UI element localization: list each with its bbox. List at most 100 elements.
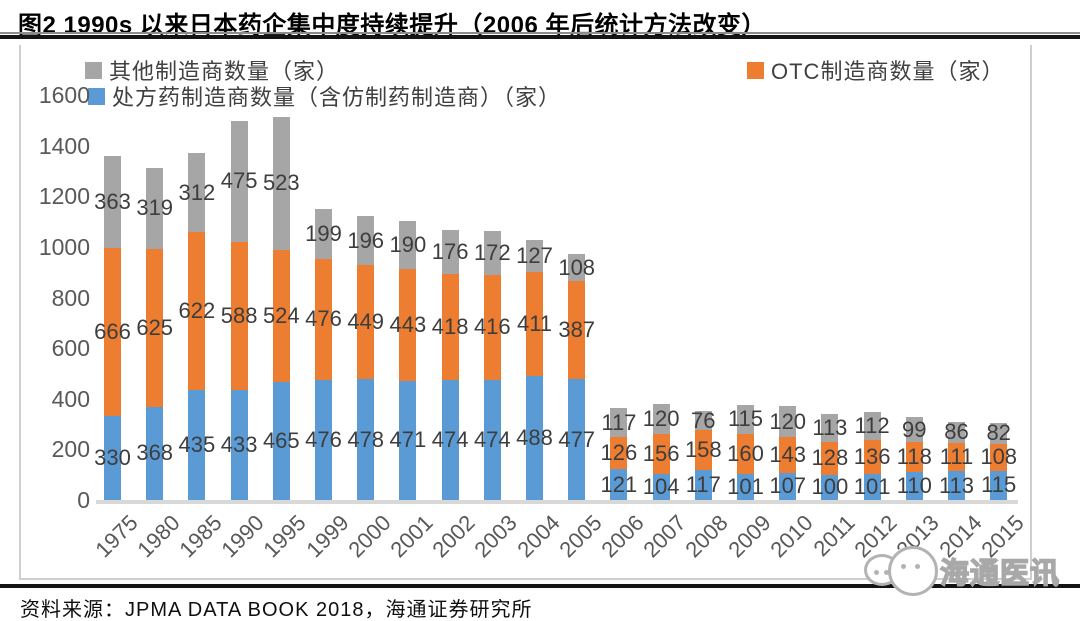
bar-segment-otc [272,249,290,383]
chat-bubble-big-icon [888,546,938,596]
bar-segment-other [990,422,1008,444]
chart-panel [19,45,1032,580]
bar-segment-other [230,121,248,242]
bar-segment-other [821,413,839,443]
data-label: 474 [431,427,469,452]
data-label: 110 [896,473,932,499]
data-label: 477 [558,426,596,452]
bar-segment-prescription [357,379,375,500]
bubble-eye-icon [901,564,906,569]
data-label: 126 [600,440,638,466]
bar-segment-otc [990,443,1008,471]
bar-segment-prescription [526,376,543,500]
data-label: 136 [853,444,891,470]
figure-title: 图2 1990s 以来日本药企集中度持续提升（2006 年后统计方法改变） [18,12,766,39]
bar-segment-other [146,167,164,249]
bar-segment-prescription [990,470,1008,500]
data-label: 476 [305,426,342,452]
bar-segment-prescription [610,469,628,500]
data-label: 120 [769,408,807,434]
data-label: 443 [389,311,427,337]
data-label: 319 [136,195,174,221]
y-axis-tick-label: 0 [77,487,90,513]
data-label: 449 [347,309,385,335]
data-label: 433 [220,432,258,458]
bar-segment-otc [104,247,121,417]
bar-segment-otc [230,241,248,391]
data-label: 488 [516,425,553,451]
bar-segment-other [948,421,965,444]
bar-segment-otc [357,265,375,379]
bar-segment-other [610,407,628,438]
data-label: 100 [811,474,849,500]
bar-segment-otc [526,272,543,377]
bar-segment-other [905,417,923,443]
data-label: 478 [347,426,385,452]
data-label: 368 [136,440,174,466]
bar-segment-other [315,208,332,259]
data-label: 117 [601,409,637,435]
bar-segment-prescription [104,416,121,500]
data-label: 82 [986,420,1011,446]
data-label: 113 [812,414,848,440]
bar-segment-otc [568,281,586,380]
bar-segment-other [272,117,290,250]
legend-swatch-otc [747,61,764,79]
bar-segment-prescription [863,474,881,500]
data-label: 108 [558,254,596,280]
data-label: 107 [769,473,807,499]
bar-segment-other [652,403,670,435]
data-label: 143 [769,441,807,467]
y-axis-tick-label: 1200 [38,183,90,210]
y-axis-tick-label: 800 [51,284,90,311]
watermark: 海通医讯 [858,540,1078,596]
legend-label: 其他制造商数量（家） [109,59,340,84]
bar-segment-other [694,411,712,431]
data-label: 99 [902,416,927,442]
bar-segment-otc [483,274,501,381]
bar-segment-prescription [694,470,712,500]
bar-segment-prescription [948,471,965,500]
data-label: 160 [727,441,764,467]
data-label: 176 [431,238,469,264]
y-axis-tick-label: 200 [51,436,90,463]
bar-segment-prescription [821,474,839,500]
data-label: 474 [473,427,511,452]
bar-segment-otc [821,442,839,475]
data-label: 471 [389,427,427,453]
bar-segment-prescription [188,389,206,500]
bar-segment-otc [610,437,628,470]
data-label: 156 [642,440,680,466]
data-label: 121 [600,471,638,497]
bar-segment-prescription [399,380,417,500]
bar-segment-otc [188,232,206,390]
data-label: 172 [473,239,511,265]
data-label: 158 [684,437,722,463]
bar-segment-otc [399,268,417,381]
bar-segment-other [441,229,459,275]
data-label: 104 [642,473,680,499]
data-label: 113 [938,472,975,498]
data-label: 476 [305,306,342,332]
source-note: 资料来源：JPMA DATA BOOK 2018，海通证券研究所 [20,599,533,621]
data-label: 666 [94,319,131,345]
bubble-eye-icon [915,564,920,569]
bar-segment-other [779,406,797,437]
data-label: 411 [516,311,553,337]
data-label: 115 [981,472,1017,498]
y-axis-tick-label: 600 [51,335,90,362]
bar-segment-prescription [905,472,923,500]
bar-segment-prescription [652,473,670,500]
bar-segment-otc [146,248,164,407]
legend-label: OTC制造商数量（家） [771,59,1005,84]
data-label: 416 [473,314,511,340]
legend-item-other: 其他制造商数量（家） [85,54,339,86]
data-label: 199 [305,220,342,246]
y-axis-tick-label: 1400 [38,132,90,159]
bar-segment-prescription [568,379,586,500]
bar-segment-prescription [272,382,290,500]
bar-segment-otc [863,440,881,475]
data-label: 475 [220,168,258,194]
title-divider-thick [0,35,1080,39]
